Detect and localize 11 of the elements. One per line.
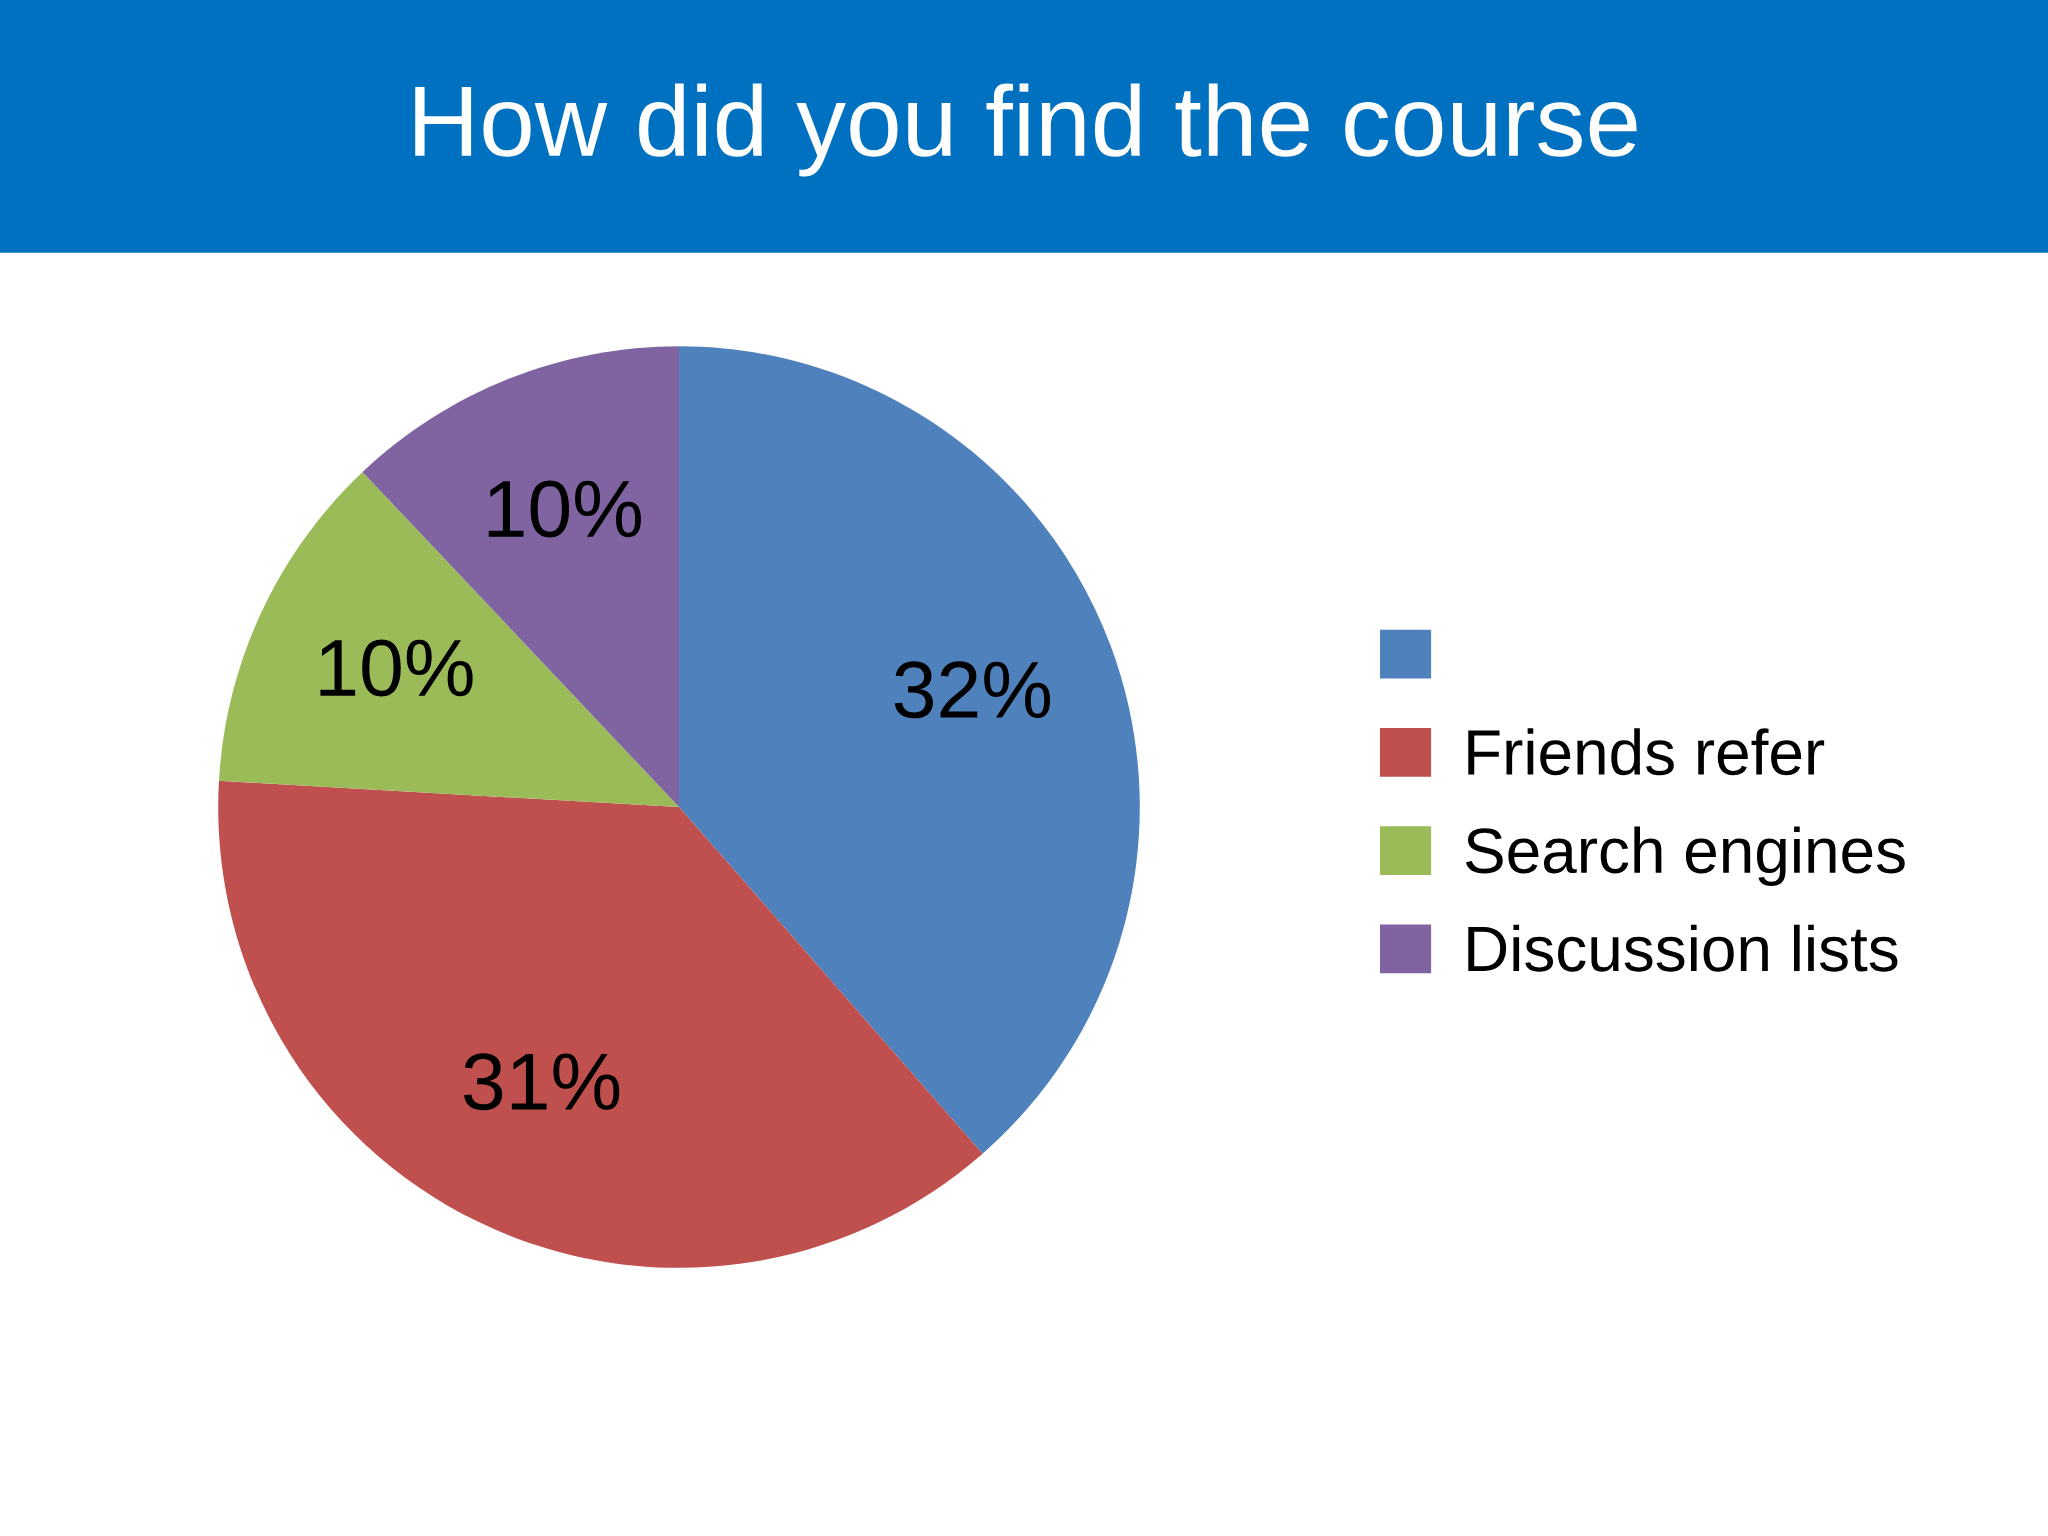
pie-slice xyxy=(218,780,983,1268)
legend-label: Discussion lists xyxy=(1468,924,1898,972)
pie-slice xyxy=(218,472,679,807)
pie-slice xyxy=(679,346,1140,1154)
data-label: 31% xyxy=(463,1053,620,1111)
legend-label: Friends refer xyxy=(1468,728,1825,776)
data-label: 10% xyxy=(488,480,641,538)
data-label: 32% xyxy=(894,661,1051,719)
chart-title: How did you find the course xyxy=(415,83,1637,177)
legend-label: Search engines xyxy=(1465,826,1905,887)
data-label: 10% xyxy=(320,639,473,697)
